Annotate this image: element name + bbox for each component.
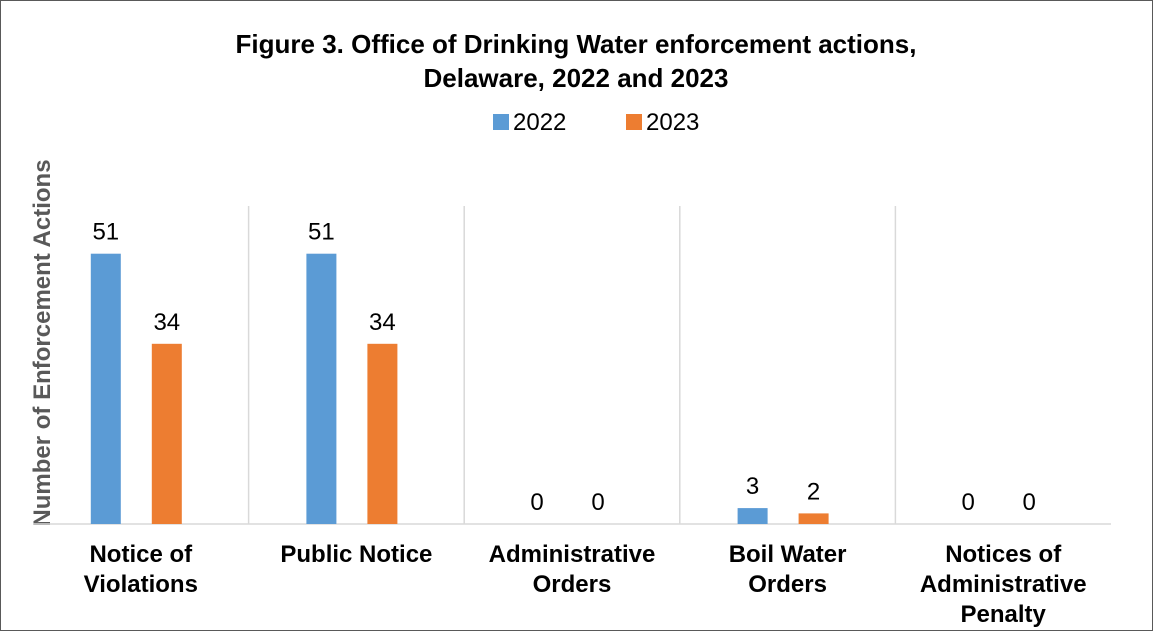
category-separators [247, 206, 897, 524]
bar-2022-0 [90, 253, 121, 524]
category-label-1-line-0: Public Notice [280, 541, 432, 568]
category-label-4-line-2: Penalty [961, 601, 1047, 628]
category-label-2-line-1: Orders [533, 571, 612, 598]
category-labels: Notice of Violations Public Notice Administ… [84, 541, 1087, 628]
bar-2022-1 [306, 253, 337, 524]
data-label-2022-4: 0 [962, 489, 975, 516]
data-label-2022-3: 3 [746, 473, 759, 500]
data-label-2022-1: 51 [308, 219, 335, 246]
category-label-0-line-0: Notice of [89, 541, 193, 568]
category-label-4-line-1: Administrative [920, 571, 1087, 598]
legend-swatch-2022 [493, 114, 509, 130]
category-label-2-line-0: Administrative [489, 541, 656, 568]
data-label-2023-1: 34 [369, 309, 396, 336]
data-label-2023-0: 34 [153, 309, 180, 336]
bar-2023-3 [798, 513, 829, 524]
data-label-2023-2: 0 [591, 489, 604, 516]
category-label-0-line-1: Violations [84, 571, 198, 598]
data-label-2023-4: 0 [1023, 489, 1036, 516]
legend-label-2022: 2022 [513, 109, 566, 136]
category-label-4-line-0: Notices of [945, 541, 1062, 568]
bar-2023-1 [367, 343, 398, 524]
category-label-3-line-1: Orders [748, 571, 827, 598]
chart-title-line-2: Delaware, 2022 and 2023 [424, 63, 729, 93]
legend-swatch-2023 [626, 114, 642, 130]
category-label-3-line-0: Boil Water [729, 541, 847, 568]
legend: 2022 2023 [493, 109, 699, 136]
bar-2022-3 [737, 508, 768, 524]
data-label-2022-2: 0 [530, 489, 543, 516]
bars [90, 253, 829, 524]
data-labels: 51 51 0 3 0 34 34 0 2 0 [92, 219, 1035, 516]
legend-label-2023: 2023 [646, 109, 699, 136]
data-label-2022-0: 51 [92, 219, 119, 246]
chart-title-line-1: Figure 3. Office of Drinking Water enfor… [236, 29, 917, 59]
bar-2023-0 [151, 343, 182, 524]
y-axis-label: Number of Enforcement Actions [29, 159, 56, 526]
data-label-2023-3: 2 [807, 478, 820, 505]
